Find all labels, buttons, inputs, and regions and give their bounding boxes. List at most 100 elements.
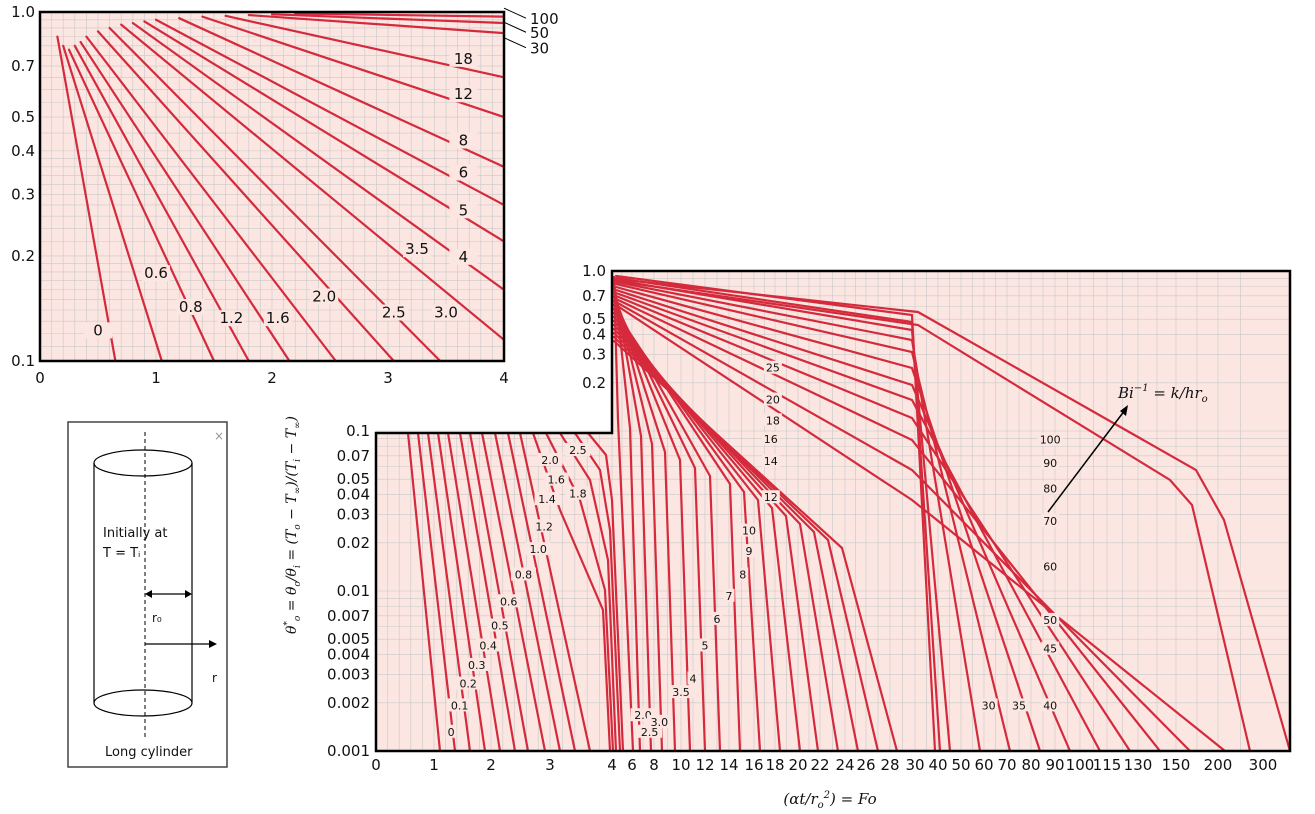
- curve-label: 12: [454, 85, 473, 103]
- curve-label: 0.2: [459, 678, 477, 691]
- curve-1.2: [73, 44, 250, 363]
- curve-label-outside: 30: [530, 40, 549, 58]
- curve-label: 100: [1040, 434, 1061, 447]
- curve-label: 0.4: [479, 639, 497, 652]
- curve-segment-1: [436, 431, 487, 753]
- r-arrow-head-icon: [209, 640, 217, 648]
- curve-label: 2.5: [641, 726, 659, 739]
- curve-4: [131, 21, 506, 291]
- curve-label-bg: [449, 132, 478, 149]
- curve-label-bg: [763, 392, 782, 406]
- y-tick-label: 0.2: [11, 247, 35, 265]
- curve-segment-1: [468, 431, 530, 753]
- curve-labels: 0 0.1 0.2 0.3 0.4 0.5 0.6 0.8 1.0 1.2 1.4 1.6 1.8 2.0…: [445, 360, 1063, 739]
- curve-label: 8: [739, 568, 746, 581]
- x-tick-label: 50: [951, 756, 970, 774]
- y-tick-label: 0.007: [327, 607, 370, 625]
- curve-2.0: [85, 35, 337, 363]
- curve-label-bg: [1041, 698, 1060, 712]
- y-tick-label: 0.3: [582, 346, 606, 364]
- curve-label: 40: [1043, 699, 1057, 712]
- y-tick-label: 0.1: [11, 352, 35, 370]
- curve-label: 60: [1043, 561, 1057, 574]
- curve-label: 2.0: [541, 454, 559, 467]
- x-tick-label: 2: [267, 369, 277, 387]
- curve-label: 45: [1043, 643, 1057, 656]
- curve-label-bg: [1041, 559, 1060, 573]
- curve-label: 3.5: [405, 240, 429, 258]
- curve-label-bg: [475, 638, 501, 652]
- cylinder-diagram: × Initially at T = Tᵢ r₀ r Long cylinder: [67, 421, 228, 768]
- curve-segment-1: [446, 431, 502, 753]
- curve-label: 18: [766, 414, 780, 427]
- curve-label: 2.5: [569, 444, 587, 457]
- tick-labels: 0 1 2 3 41.00.70.50.40.30.20.1: [11, 3, 509, 387]
- y-tick-label: 0.5: [582, 310, 606, 328]
- curve-label-bg: [263, 310, 292, 327]
- curve-label-bg: [743, 544, 755, 558]
- bi-arrow: [1047, 409, 1126, 513]
- curve-0: [56, 35, 117, 363]
- x-tick-label: 130: [1124, 756, 1153, 774]
- x-tick-label: 115: [1093, 756, 1122, 774]
- y-tick-label: 0.02: [337, 534, 370, 552]
- x-tick-label: 3: [383, 369, 393, 387]
- y-tick-label: 0.3: [11, 185, 35, 203]
- x-axis-label: (αt/ro2) = Fo: [783, 790, 876, 811]
- y-tick-label: 0.07: [337, 447, 370, 465]
- curve-group: [56, 12, 506, 363]
- r0-arrow-right-icon: [185, 590, 192, 598]
- curve-label-bg: [487, 618, 513, 632]
- curve-label: 0.8: [515, 568, 533, 581]
- y-tick-label: 0.4: [11, 142, 35, 160]
- curve-label: 25: [766, 362, 780, 375]
- curve-label-bg: [403, 241, 431, 258]
- y-tick-label: 0.005: [327, 630, 370, 648]
- x-tick-label: 90: [1045, 756, 1064, 774]
- curve-label-bg: [449, 50, 478, 67]
- curve-label-bg: [723, 588, 735, 602]
- curve-label-bg: [565, 486, 591, 500]
- curve-segment-3: [614, 297, 1162, 753]
- x-tick-label: 10: [671, 756, 690, 774]
- x-tick-label: 26: [856, 756, 875, 774]
- curve-bi-90: [614, 279, 1252, 753]
- x-tick-label: 1: [429, 756, 439, 774]
- curve-label: 80: [1043, 483, 1057, 496]
- curve-1.6: [79, 40, 291, 363]
- curve-label: 7: [726, 590, 733, 603]
- curve-label: 6: [714, 613, 721, 626]
- curve-label-bg: [979, 698, 998, 712]
- curve-label: 18: [454, 50, 473, 68]
- curve-label-bg: [1010, 698, 1028, 712]
- y-tick-label: 0.002: [327, 694, 370, 712]
- curve-100: [294, 12, 506, 18]
- x-tick-label: 4: [499, 369, 509, 387]
- y-tick-label: 0.04: [337, 486, 370, 504]
- curve-30: [247, 13, 506, 35]
- curve-segment-1: [416, 431, 457, 753]
- plot-frame: [38, 10, 506, 363]
- curve-label-bg: [496, 594, 522, 608]
- curve-label: 4: [459, 248, 469, 266]
- curve-segment-1: [586, 431, 625, 753]
- leader-line: [503, 21, 527, 33]
- curve-label: 30: [982, 699, 996, 712]
- chart-main: 0 1 2 3 4 6 8 10 12 14 16 18 20 22 24 26 28 30 40 50 60 70 80 9…: [283, 262, 1292, 811]
- curve-label-bg: [668, 685, 694, 699]
- curve-5: [143, 20, 506, 243]
- curve-label: 10: [742, 525, 756, 538]
- x-tick-label: 100: [1066, 756, 1095, 774]
- leader-line: [503, 37, 527, 49]
- curve-segment-1: [544, 431, 615, 753]
- x-tick-label: 2: [486, 756, 496, 774]
- curve-label: 1.2: [219, 309, 243, 327]
- curve-label: 12: [764, 491, 778, 504]
- curve-label: 4: [690, 672, 697, 685]
- curve-label-bg: [510, 567, 536, 581]
- x-tick-label: 150: [1162, 756, 1191, 774]
- initial-text: Initially at: [103, 526, 167, 541]
- curve-label-bg: [763, 360, 782, 374]
- curve-label-bg: [84, 322, 112, 339]
